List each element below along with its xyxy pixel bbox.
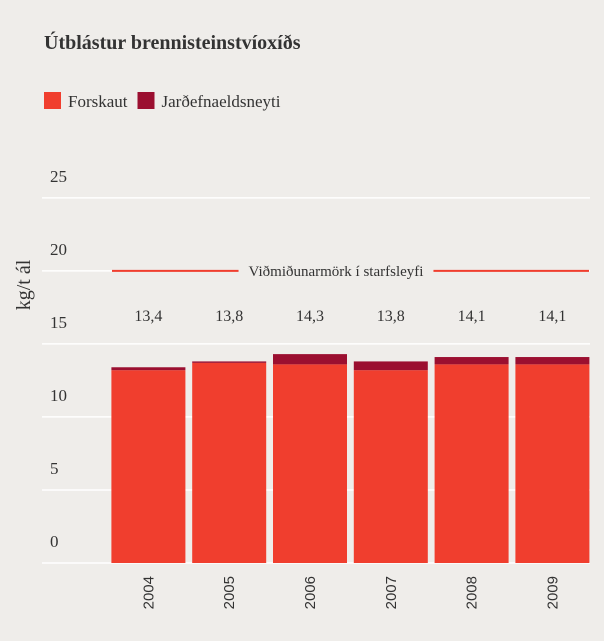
bar-segment <box>111 367 186 371</box>
y-axis-label: kg/t ál <box>13 259 35 310</box>
bar-segment <box>273 364 347 563</box>
bar-segment <box>111 370 186 563</box>
bar-segment <box>353 370 428 563</box>
bar-segment <box>192 362 267 563</box>
x-tick-label: 2008 <box>464 576 481 609</box>
x-tick-label: 2009 <box>544 576 561 609</box>
legend-swatch <box>137 92 155 109</box>
total-label: 14,1 <box>538 308 566 325</box>
legend-label: Jarðefnaeldsneyti <box>162 92 281 111</box>
chart-title: Útblástur brennisteinstvíoxíðs <box>44 30 301 54</box>
y-tick-label: 15 <box>50 313 67 332</box>
x-tick-label: 2006 <box>302 576 319 609</box>
total-label: 13,4 <box>134 308 162 325</box>
x-tick-label: 2007 <box>383 576 400 609</box>
bar-segment <box>353 361 428 371</box>
bar-segment <box>515 364 590 563</box>
x-tick-label: 2005 <box>221 576 238 609</box>
y-tick-label: 0 <box>50 532 59 551</box>
y-tick-label: 20 <box>50 240 67 259</box>
bar-segment <box>434 357 509 365</box>
reference-label: Viðmiðunarmörk í starfsleyfi <box>249 264 424 280</box>
legend-swatch <box>44 92 61 109</box>
total-label: 14,1 <box>458 308 486 325</box>
y-tick-label: 5 <box>50 459 59 478</box>
total-label: 14,3 <box>296 308 324 325</box>
y-tick-label: 25 <box>50 167 67 186</box>
total-label: 13,8 <box>215 308 243 325</box>
total-label: 13,8 <box>377 308 405 325</box>
reference-label-bg <box>238 262 434 279</box>
x-tick-label: 2004 <box>140 576 157 609</box>
bar-segment <box>434 364 509 563</box>
bar-segment <box>515 357 590 365</box>
bar-segment <box>192 361 267 363</box>
legend-label: Forskaut <box>68 92 128 111</box>
bar-segment <box>273 354 347 365</box>
y-tick-label: 10 <box>50 386 67 405</box>
